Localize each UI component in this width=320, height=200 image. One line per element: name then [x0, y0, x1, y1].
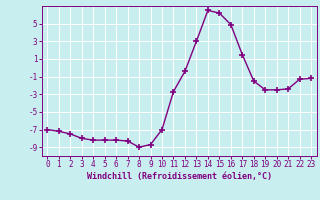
- X-axis label: Windchill (Refroidissement éolien,°C): Windchill (Refroidissement éolien,°C): [87, 172, 272, 181]
